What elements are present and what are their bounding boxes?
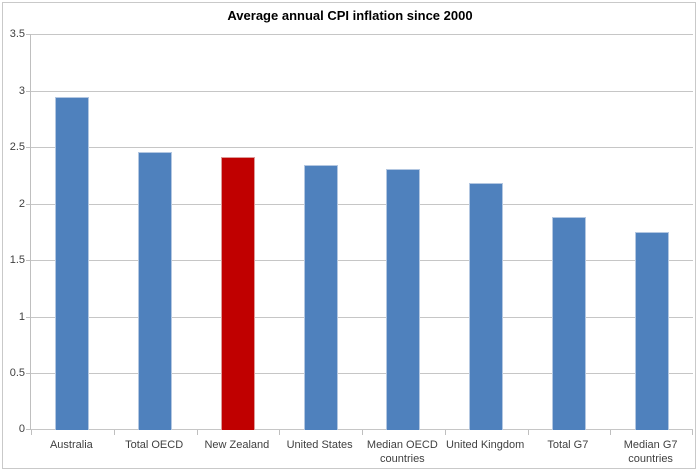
y-axis-label-3.5: 3.5 xyxy=(9,28,25,40)
chart-frame xyxy=(2,2,696,469)
x-axis-tick-5 xyxy=(445,430,446,435)
y-axis-tick-2.5 xyxy=(26,147,31,148)
x-axis-label-new-zealand: New Zealand xyxy=(204,439,270,451)
y-axis-tick-1 xyxy=(26,317,31,318)
bar-total-g7 xyxy=(552,217,586,430)
gridline-1.5 xyxy=(31,260,693,261)
gridline-0.5 xyxy=(31,373,693,374)
gridline-2.5 xyxy=(31,147,693,148)
x-axis-label-total-oecd: Total OECD xyxy=(125,439,184,451)
x-axis-tick-3 xyxy=(279,430,280,435)
x-axis-label-australia: Australia xyxy=(49,439,93,451)
y-axis-label-1: 1 xyxy=(18,311,25,323)
x-axis-tick-6 xyxy=(528,430,529,435)
gridline-1 xyxy=(31,317,693,318)
chart-title: Average annual CPI inflation since 2000 xyxy=(227,8,473,23)
gridline-0 xyxy=(31,429,693,430)
y-axis-label-0: 0 xyxy=(18,423,25,435)
x-axis-label-median-g7-countries: Median G7 countries xyxy=(623,439,678,465)
bar-total-oecd xyxy=(138,152,172,430)
y-axis-tick-1.5 xyxy=(26,260,31,261)
bar-united-kingdom xyxy=(469,183,503,430)
y-axis-label-0.5: 0.5 xyxy=(9,367,25,379)
gridline-2 xyxy=(31,204,693,205)
x-axis-tick-1 xyxy=(114,430,115,435)
y-axis-tick-3.5 xyxy=(26,34,31,35)
bar-united-states xyxy=(304,165,338,430)
y-axis-label-1.5: 1.5 xyxy=(9,254,25,266)
y-axis-tick-0 xyxy=(26,429,31,430)
plot-area xyxy=(26,34,693,435)
x-axis-label-total-g7: Total G7 xyxy=(547,439,589,451)
x-axis-labels: Australia Total OECD New Zealand United Sta… xyxy=(30,438,692,466)
gridline-3 xyxy=(31,91,693,92)
x-axis-label-united-states: United States xyxy=(286,439,353,451)
y-axis-labels: 3.5 3 2.5 2 1.5 1 0.5 0 xyxy=(0,28,25,435)
x-axis-label-united-kingdom: United Kingdom xyxy=(445,439,525,451)
x-axis-tick-7 xyxy=(610,430,611,435)
bar-new-zealand xyxy=(221,157,255,430)
gridline-3.5 xyxy=(31,34,693,35)
y-axis-tick-2 xyxy=(26,204,31,205)
x-axis-tick-0 xyxy=(31,430,32,435)
y-axis-tick-0.5 xyxy=(26,373,31,374)
x-axis-tick-2 xyxy=(197,430,198,435)
y-axis-label-2.5: 2.5 xyxy=(9,141,25,153)
y-axis-tick-3 xyxy=(26,91,31,92)
y-axis-label-3: 3 xyxy=(18,85,25,97)
y-axis-label-2: 2 xyxy=(18,198,25,210)
bar-australia xyxy=(55,97,89,430)
x-axis-label-median-oecd-countries: Median OECD countries xyxy=(366,439,438,465)
x-axis-tick-4 xyxy=(362,430,363,435)
bar-median-oecd-countries xyxy=(386,169,420,430)
x-axis-tick-8 xyxy=(692,430,693,435)
bar-median-g7-countries xyxy=(635,232,669,430)
